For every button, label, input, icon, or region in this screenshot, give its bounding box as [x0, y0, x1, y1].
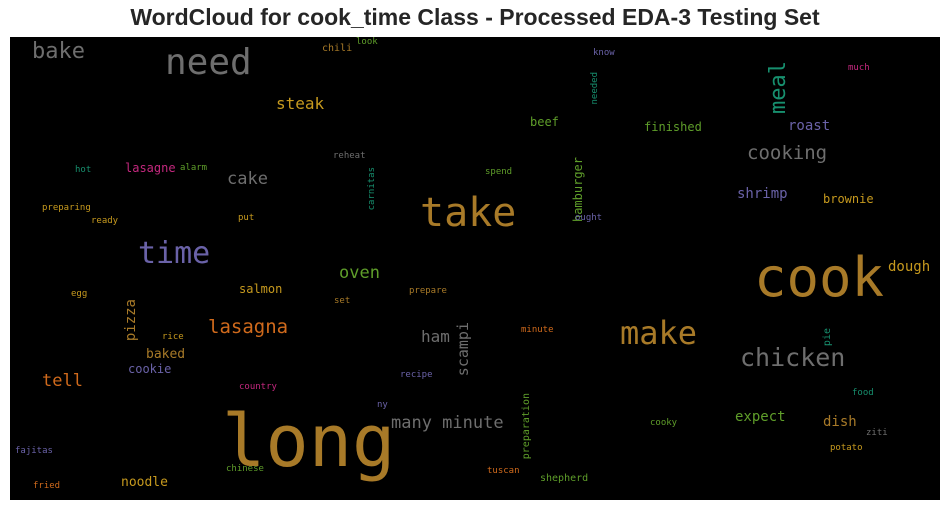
word-egg: egg	[71, 289, 88, 299]
word-shepherd: shepherd	[540, 473, 589, 484]
word-needed: needed	[590, 72, 600, 105]
word-alarm: alarm	[180, 163, 208, 173]
word-finished: finished	[644, 120, 702, 134]
word-take: take	[420, 190, 517, 236]
word-set: set	[334, 296, 351, 306]
word-pie: pie	[822, 328, 833, 347]
word-look: look	[356, 37, 378, 47]
word-shrimp: shrimp	[737, 186, 788, 202]
word-cook: cook	[754, 246, 885, 309]
word-meal: meal	[766, 61, 791, 114]
word-ready: ready	[91, 216, 119, 226]
word-dish: dish	[823, 414, 857, 430]
word-ziti: ziti	[866, 428, 888, 438]
word-rice: rice	[162, 332, 184, 342]
word-time: time	[138, 236, 211, 271]
word-much: much	[848, 63, 870, 73]
word-beef: beef	[530, 115, 559, 129]
word-expect: expect	[735, 409, 786, 425]
word-brownie: brownie	[823, 192, 874, 206]
word-bake: bake	[32, 39, 85, 64]
word-ham: ham	[421, 327, 450, 346]
word-preparing: preparing	[42, 203, 91, 213]
word-fried: fried	[33, 481, 61, 491]
word-cloud-canvas: long cook take need make time chicken many minu…	[10, 37, 940, 500]
word-preparation: preparation	[521, 393, 532, 460]
word-steak: steak	[276, 94, 325, 113]
word-food: food	[852, 388, 874, 398]
word-dough: dough	[888, 259, 931, 275]
word-spend: spend	[485, 167, 513, 177]
word-ought: ought	[575, 213, 603, 223]
word-make: make	[620, 314, 698, 352]
word-baked: baked	[146, 347, 186, 362]
word-know: know	[593, 48, 615, 58]
word-cooky: cooky	[650, 418, 678, 428]
word-chinese: chinese	[226, 464, 264, 474]
word-long: long	[222, 399, 396, 483]
word-lasagna: lasagna	[208, 316, 289, 338]
word-minute: minute	[521, 325, 554, 335]
word-cookie: cookie	[128, 362, 172, 376]
word-carnitas: carnitas	[367, 167, 377, 211]
word-salmon: salmon	[239, 282, 283, 296]
word-scampi: scampi	[454, 322, 472, 377]
word-lasagne: lasagne	[125, 161, 176, 175]
word-put: put	[238, 213, 255, 223]
word-cooking: cooking	[747, 142, 828, 164]
word-prepare: prepare	[409, 286, 447, 296]
word-tell: tell	[42, 371, 83, 391]
word-oven: oven	[339, 263, 380, 283]
word-tuscan: tuscan	[487, 466, 520, 476]
word-many-minute: many minute	[391, 413, 504, 433]
chart-title: WordCloud for cook_time Class - Processe…	[130, 4, 820, 30]
word-chili: chili	[322, 43, 353, 54]
word-roast: roast	[788, 118, 831, 134]
word-need: need	[165, 42, 252, 83]
word-reheat: reheat	[333, 151, 366, 161]
word-noodle: noodle	[121, 475, 168, 490]
word-pizza: pizza	[123, 299, 139, 342]
word-country: country	[239, 382, 277, 392]
word-fajitas: fajitas	[15, 446, 53, 456]
word-chicken: chicken	[740, 343, 846, 372]
word-hot: hot	[75, 165, 92, 175]
word-potato: potato	[830, 443, 863, 453]
word-cake: cake	[227, 169, 268, 189]
word-ny: ny	[377, 400, 388, 410]
word-recipe: recipe	[400, 370, 433, 380]
